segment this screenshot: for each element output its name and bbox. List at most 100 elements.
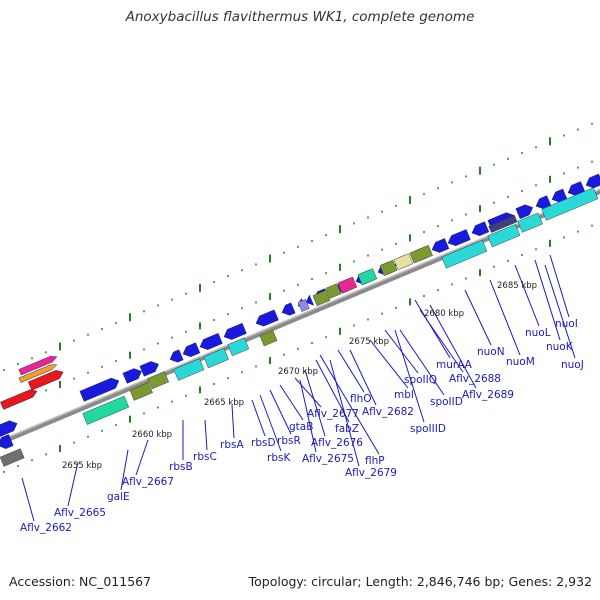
gene-label: spoIID xyxy=(430,396,463,408)
label-leader-line xyxy=(231,404,235,439)
label-leader-line xyxy=(204,419,208,451)
cyan-feature xyxy=(441,239,488,269)
olive-feature xyxy=(259,330,278,347)
label-leader-lines xyxy=(21,254,576,522)
cds-forward xyxy=(255,309,279,327)
gene-label: nuoL xyxy=(525,327,551,339)
accession-text: Accession: NC_011567 xyxy=(9,574,152,589)
gene-labels: Aflv_2662Aflv_2665galEAflv_2667rbsBrbsCr… xyxy=(20,318,584,534)
gene-label: gtaB xyxy=(289,421,313,433)
gene-label: nuoI xyxy=(555,318,578,330)
gene-label: Aflv_2667 xyxy=(122,476,174,488)
map-title: Anoxybacillus flavithermus WK1, complete… xyxy=(125,9,475,25)
khaki-feature xyxy=(357,268,378,286)
gene-label: rbsD xyxy=(251,437,276,449)
label-leader-line xyxy=(299,379,317,453)
label-leader-line xyxy=(534,259,561,341)
ruler-labels: 2655 kbp 2660 kbp 2665 kbp 2670 kbp 2675 kbp… xyxy=(62,281,537,471)
gene-label: Aflv_2676 xyxy=(311,437,363,449)
gray-feature xyxy=(0,448,25,467)
gene-label: nuoJ xyxy=(561,359,584,371)
ruler-label: 2665 kbp xyxy=(204,398,244,408)
gene-label: flhP xyxy=(365,455,385,467)
magenta-feature xyxy=(337,276,358,294)
gene-label: rbsK xyxy=(267,452,291,464)
red-feature xyxy=(28,370,64,391)
cds-forward xyxy=(281,302,296,316)
gene-label: rbsR xyxy=(277,435,301,447)
label-leader-line xyxy=(349,349,377,406)
gene-label: rbsB xyxy=(169,461,193,473)
gene-label: murAA xyxy=(436,359,473,371)
label-leader-line xyxy=(419,309,464,373)
cds-forward xyxy=(585,173,600,189)
label-leader-line xyxy=(259,394,282,452)
gene-label: Aflv_2682 xyxy=(362,406,414,418)
label-leader-line xyxy=(304,369,326,437)
cyan-feature xyxy=(173,358,205,381)
magenta-feature xyxy=(18,356,58,376)
ruler-label: 2660 kbp xyxy=(132,430,172,440)
gene-label: fabZ xyxy=(335,423,359,435)
ruler-label: 2675 kbp xyxy=(349,337,389,347)
label-leader-line xyxy=(135,439,149,476)
slate-feature xyxy=(488,215,518,233)
gene-label: spoIIID xyxy=(410,423,446,435)
gene-label: flhO xyxy=(350,393,372,405)
gene-label: spoIIQ xyxy=(404,374,437,386)
olive-feature xyxy=(129,382,153,401)
label-leader-line xyxy=(337,349,365,393)
olive-feature xyxy=(409,245,433,264)
cds-forward xyxy=(515,204,534,220)
cds-forward xyxy=(471,221,490,236)
label-leader-line xyxy=(399,329,445,396)
gene-label: nuoN xyxy=(477,346,505,358)
cds-forward xyxy=(305,294,315,306)
gene-label: nuoK xyxy=(546,341,574,353)
olive-feature xyxy=(325,283,342,299)
cds-forward xyxy=(139,361,159,377)
label-leader-line xyxy=(251,399,266,437)
label-leader-line xyxy=(315,359,350,423)
label-leader-line xyxy=(414,299,451,359)
cds-reverse xyxy=(0,434,14,449)
gene-label: nuoM xyxy=(506,356,535,368)
cds-forward xyxy=(79,377,120,402)
olive-feature xyxy=(379,259,398,276)
ruler-label: 2685 kbp xyxy=(497,281,537,291)
label-leader-line xyxy=(269,389,292,435)
cds-forward xyxy=(122,368,142,384)
ruler-label: 2680 kbp xyxy=(424,309,464,319)
cds-forward xyxy=(182,342,201,357)
gene-label: Aflv_2677 xyxy=(307,408,359,420)
teal-feature xyxy=(82,395,130,425)
cds-forward xyxy=(223,322,247,340)
label-leader-line xyxy=(21,477,35,522)
label-leader-line xyxy=(67,461,79,507)
cyan-feature xyxy=(203,348,229,369)
gene-label: mbl xyxy=(394,389,414,401)
cyan-feature xyxy=(487,224,521,248)
cyan-feature xyxy=(227,337,250,357)
ruler-label: 2655 kbp xyxy=(62,461,102,471)
label-leader-line xyxy=(549,254,570,318)
label-leader-line xyxy=(120,449,129,491)
gene-label: Aflv_2662 xyxy=(20,522,72,534)
red-feature xyxy=(0,389,38,410)
gene-label: rbsA xyxy=(220,439,244,451)
gene-label: Aflv_2665 xyxy=(54,507,106,519)
cds-forward xyxy=(431,238,450,253)
gene-label: galE xyxy=(107,491,130,503)
label-leader-line xyxy=(464,289,492,346)
inner-tick-track xyxy=(3,224,593,473)
cds-forward xyxy=(199,333,223,350)
gene-label: Aflv_2679 xyxy=(345,467,397,479)
label-leader-line xyxy=(394,329,425,423)
gene-label: rbsC xyxy=(193,451,217,463)
gene-label: Aflv_2675 xyxy=(302,453,354,465)
orange-feature xyxy=(18,364,58,383)
label-leader-line xyxy=(544,264,576,359)
lavender-feature xyxy=(297,299,310,312)
olive-feature xyxy=(147,371,169,390)
